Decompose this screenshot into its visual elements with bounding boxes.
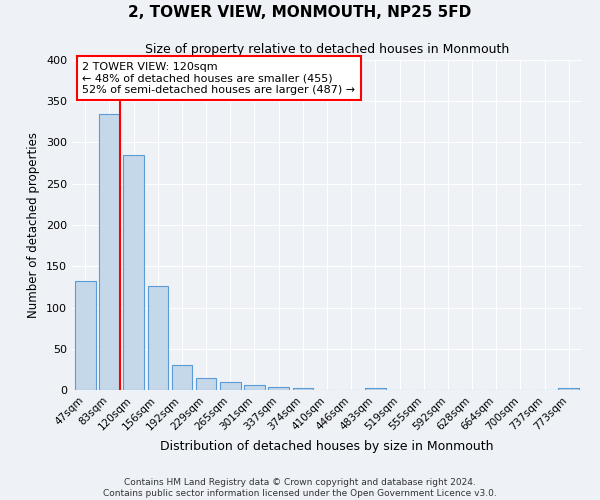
- Text: Contains HM Land Registry data © Crown copyright and database right 2024.
Contai: Contains HM Land Registry data © Crown c…: [103, 478, 497, 498]
- Bar: [196, 378, 217, 390]
- Text: 2, TOWER VIEW, MONMOUTH, NP25 5FD: 2, TOWER VIEW, MONMOUTH, NP25 5FD: [128, 5, 472, 20]
- Bar: [124, 155, 144, 390]
- X-axis label: Distribution of detached houses by size in Monmouth: Distribution of detached houses by size …: [160, 440, 494, 453]
- Bar: [559, 388, 579, 390]
- Bar: [365, 388, 386, 390]
- Title: Size of property relative to detached houses in Monmouth: Size of property relative to detached ho…: [145, 43, 509, 56]
- Bar: [293, 388, 313, 390]
- Bar: [268, 386, 289, 390]
- Text: 2 TOWER VIEW: 120sqm
← 48% of detached houses are smaller (455)
52% of semi-deta: 2 TOWER VIEW: 120sqm ← 48% of detached h…: [82, 62, 355, 95]
- Bar: [172, 365, 192, 390]
- Bar: [99, 114, 120, 390]
- Y-axis label: Number of detached properties: Number of detached properties: [28, 132, 40, 318]
- Bar: [220, 382, 241, 390]
- Bar: [244, 385, 265, 390]
- Bar: [75, 281, 95, 390]
- Bar: [148, 286, 168, 390]
